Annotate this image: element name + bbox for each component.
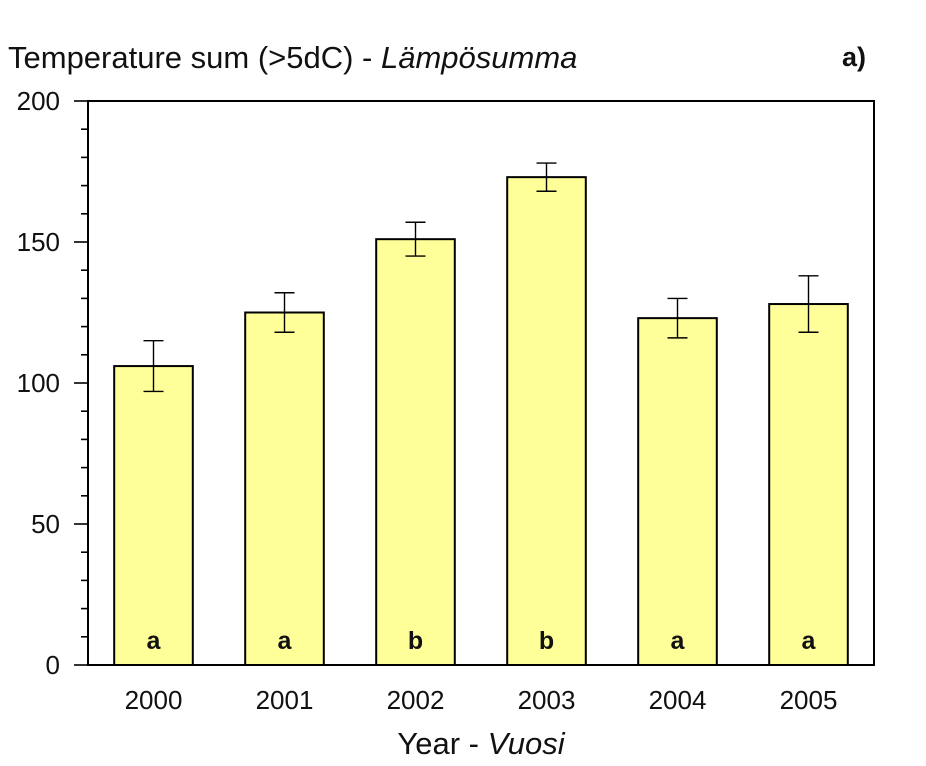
group-letter-2005: a <box>802 627 817 655</box>
bar-2004 <box>637 317 718 666</box>
x-tick-label-2002: 2002 <box>387 685 445 715</box>
x-tick-label-2001: 2001 <box>256 685 314 715</box>
error-bars <box>143 162 819 393</box>
x-axis-label: Year - Vuosi <box>397 726 565 761</box>
group-letter-2001: a <box>278 627 293 655</box>
chart-title-italic: Lämpösumma <box>381 40 577 75</box>
group-letter-2004: a <box>671 627 686 655</box>
group-letter-2002: b <box>408 627 423 655</box>
bar-2002 <box>375 238 456 666</box>
panel-label: a) <box>842 42 866 72</box>
bar-2003 <box>506 176 587 666</box>
x-tick-label-2005: 2005 <box>780 685 838 715</box>
x-axis-tick-labels: 2000 2001 2002 2003 2004 2005 <box>125 685 838 715</box>
x-tick-label-2003: 2003 <box>518 685 576 715</box>
x-tick-label-2004: 2004 <box>649 685 707 715</box>
plot-frame <box>87 100 875 666</box>
y-axis-ticks <box>74 100 88 666</box>
y-tick-label-50: 50 <box>31 509 60 539</box>
x-tick-label-2000: 2000 <box>125 685 183 715</box>
y-tick-label-150: 150 <box>17 227 60 257</box>
x-axis-label-italic: Vuosi <box>488 726 566 761</box>
y-tick-label-0: 0 <box>46 650 60 680</box>
y-tick-label-200: 200 <box>17 86 60 116</box>
y-axis-tick-labels: 0 50 100 150 200 <box>17 86 60 680</box>
y-tick-label-100: 100 <box>17 368 60 398</box>
bar-2005 <box>768 303 849 666</box>
chart-title: Temperature sum (>5dC) - Lämpösumma <box>8 40 577 75</box>
bars <box>113 176 849 666</box>
chart-title-main: Temperature sum (>5dC) - <box>8 40 381 75</box>
bar-2000 <box>113 365 194 666</box>
bar-2001 <box>244 311 325 666</box>
x-axis-label-main: Year - <box>397 726 487 761</box>
group-letter-2003: b <box>539 627 554 655</box>
group-letter-2000: a <box>147 627 162 655</box>
